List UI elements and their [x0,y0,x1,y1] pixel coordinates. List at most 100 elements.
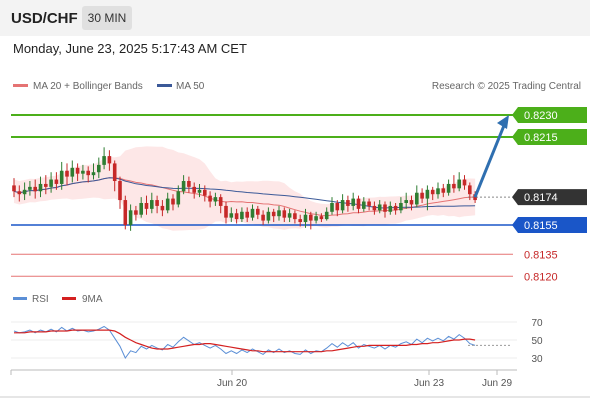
forecast-arrow-shaft [473,122,507,198]
candle-body [446,183,451,193]
symbol-label: USD/CHF [11,10,78,27]
candle-body [118,181,122,201]
candle-body [462,179,467,186]
candle-body [234,213,239,220]
candle-body [59,170,64,184]
candle-body [165,198,170,211]
candle-body [65,170,69,177]
candle-body [70,167,75,177]
candle-body [134,210,138,215]
candle-body [351,198,355,206]
rsi-axis: 70 50 30 [11,318,543,365]
candle-body [12,185,16,192]
chart-legend: MA 20 + Bollinger Bands MA 50 Research ©… [13,81,581,92]
rsi-swatch [13,297,27,300]
candle-body [293,213,297,220]
candle-body [81,170,85,174]
candle-body [155,200,159,206]
candle-body [187,181,191,187]
candle-body [335,202,340,211]
rsi-lines [13,325,512,359]
forecast-arrow-head [497,115,509,130]
candle-body [277,210,281,217]
candle-body [430,189,435,195]
candle-body [213,197,218,202]
rsi-tick-label: 70 [531,318,543,329]
rsi-tick-label: 30 [531,354,543,365]
candle-body [123,200,128,225]
candle-body [399,202,403,211]
forecast-arrow [473,115,509,198]
ma-bb-legend-label: MA 20 + Bollinger Bands [33,81,143,92]
candle-body [192,186,196,193]
candle-body [54,179,59,184]
candles [12,147,477,231]
level-tags: 0.8230 0.8215 0.8174 0.8155 0.8135 0.8120 [512,107,587,283]
datetime-label: Monday, June 23, 2025 5:17:43 AM CET [13,41,247,56]
candle-body [404,200,408,203]
candle-body [319,216,324,220]
candle-body [181,181,186,192]
candle-body [218,197,223,206]
candle-body [356,198,361,209]
candle-body [22,189,27,195]
resistance-level-label: 0.8230 [524,110,558,122]
candle-body [139,202,143,215]
candle-body [245,211,249,218]
candle-body [208,195,212,202]
candle-body [176,191,181,205]
candle-body [303,214,308,223]
current-level-tag [512,189,587,206]
bollinger-bands [14,146,476,231]
target-level-label: 0.8120 [524,271,558,283]
candle-body [171,198,175,205]
candle-body [97,164,101,173]
candle-body [372,205,377,211]
candle-body [91,172,96,176]
candle-body [229,213,234,218]
candle-body [261,214,265,221]
candle-body [314,216,318,221]
candle-body [256,208,260,215]
support-level-tag [512,216,587,233]
candle-body [144,202,149,209]
candle-body [324,211,329,220]
candle-body [49,179,53,187]
candle-body [457,179,461,189]
candle-body [377,204,382,211]
x-tick-label: Jun 23 [414,378,444,389]
bollinger-band-area [14,146,476,231]
candle-body [346,200,350,206]
moving-averages [13,177,476,217]
x-tick-label: Jun 29 [482,378,512,389]
candle-body [340,200,345,211]
candle-body [362,201,366,209]
candle-body [33,186,37,192]
support-level-label: 0.8155 [524,220,558,232]
header-bar: USD/CHF 30 MIN [0,0,590,36]
target-level-label: 0.8135 [524,249,558,261]
rsi-legend-label: RSI [32,294,49,305]
candle-body [409,200,414,205]
rsi-ma-line [14,329,476,353]
candle-body [266,211,271,221]
candle-body [271,211,276,217]
timeframe-button[interactable]: 30 MIN [82,6,132,30]
candle-body [75,167,80,174]
candle-body [197,189,202,193]
candle-body [17,191,22,195]
candle-body [160,205,165,211]
ma50-swatch [157,84,172,87]
rsi-legend: RSI 9MA [13,294,103,305]
candle-body [112,163,117,182]
candle-body [282,210,287,218]
candle-body [28,186,32,190]
candle-body [393,205,398,211]
resistance-level-label: 0.8215 [524,132,558,144]
ma50-line [13,177,476,209]
x-axis: Jun 20 Jun 23 Jun 29 [10,369,517,389]
ma-bb-swatch [13,84,28,87]
candle-body [240,211,244,220]
x-tick-label: Jun 20 [217,378,247,389]
